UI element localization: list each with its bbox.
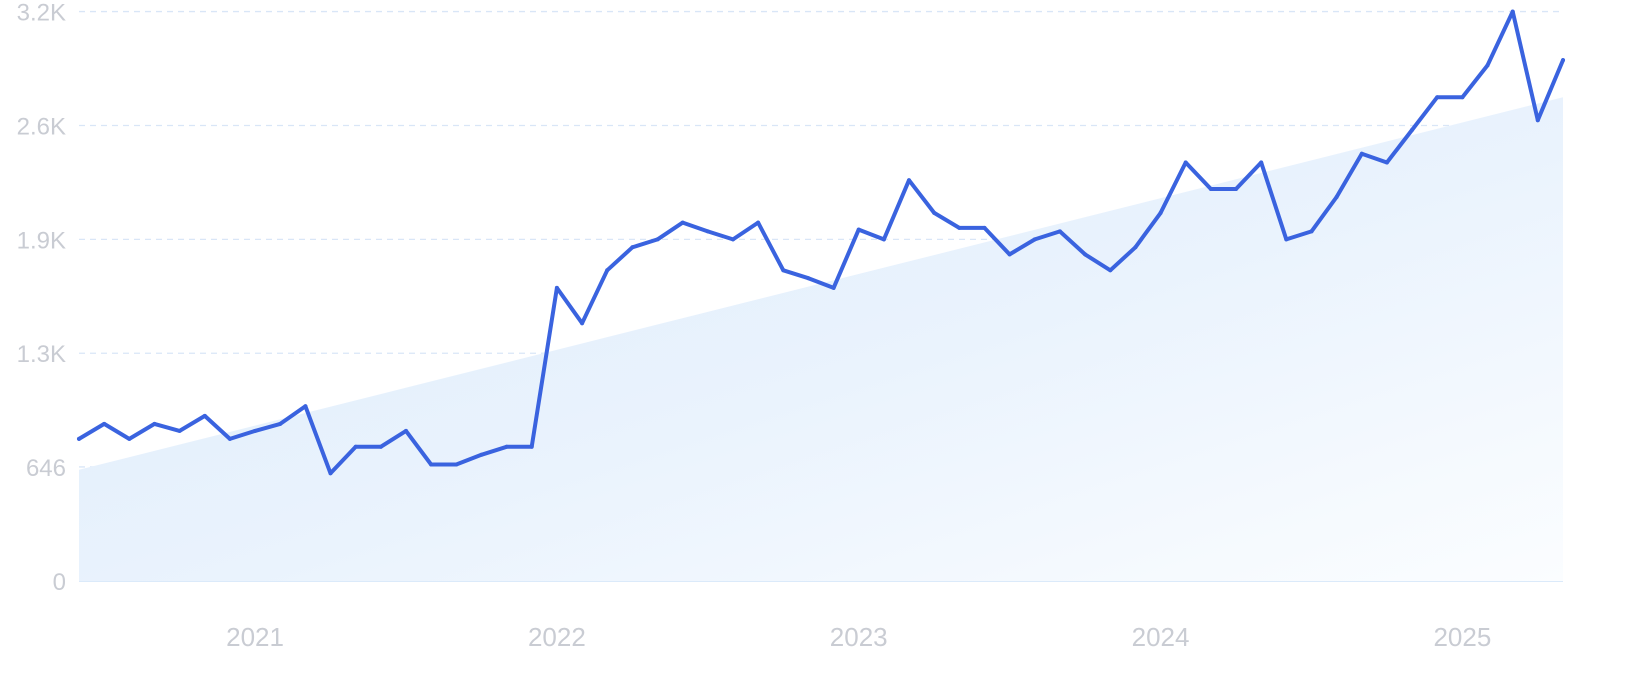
data-point [655,237,660,242]
y-tick-label: 1.3K [17,341,66,368]
data-point [554,285,559,290]
y-tick-label: 646 [26,455,66,482]
data-point [680,220,685,225]
data-point [831,285,836,290]
data-point [529,444,534,449]
data-point [1410,127,1415,132]
x-tick-label: 2022 [528,622,586,652]
data-point [278,421,283,426]
data-point [957,225,962,230]
series-line-layer [77,9,1565,476]
data-point [1133,245,1138,250]
data-point [630,245,635,250]
data-point [1183,160,1188,165]
data-point [1234,187,1238,191]
data-point [227,436,232,441]
x-tick-label: 2023 [830,622,888,652]
data-point [303,404,308,409]
data-point [202,413,207,418]
data-point [856,227,861,232]
data-point [907,178,911,183]
data-point [404,428,408,433]
y-tick-label: 0 [53,569,66,596]
data-point [454,462,459,467]
y-tick-label: 1.9K [17,227,66,254]
data-point [152,421,157,426]
data-point [756,220,761,225]
trend-area-layer [79,97,1563,581]
data-point [1334,195,1339,199]
y-tick-label: 2.6K [17,113,66,140]
data-point [1032,237,1037,242]
data-point [932,210,937,215]
data-point [479,452,484,457]
data-point [1284,237,1289,242]
y-tick-label: 3.2K [17,0,66,27]
data-point [127,436,132,441]
data-point [1460,95,1465,100]
x-axis-ticks: 2021 2022 2023 2024 2025 [226,622,1491,652]
data-point [1384,160,1389,165]
data-point [1485,63,1490,68]
data-point [1108,268,1113,273]
data-point [1435,95,1440,100]
trend-area [79,97,1563,581]
data-point [1208,187,1213,191]
data-point [177,428,182,433]
data-point [1359,151,1364,156]
data-point [982,225,987,230]
y-axis-ticks: 0 646 1.3K 1.9K 2.6K 3.2K [17,0,66,596]
data-point [429,462,434,467]
data-point [328,471,333,476]
x-tick-label: 2021 [226,622,284,652]
data-point [353,444,358,449]
data-point [580,321,585,326]
data-point [781,268,786,273]
series-line [77,9,1565,476]
data-point [1561,58,1565,63]
data-point [1057,229,1062,234]
data-point [1510,9,1515,14]
x-tick-label: 2025 [1433,622,1491,652]
data-point [1309,229,1314,234]
data-point [1535,118,1540,123]
data-point [1083,252,1088,257]
data-point [102,421,107,426]
data-point [881,237,886,242]
data-point [1158,210,1163,215]
data-point [731,237,735,242]
data-point [1007,252,1012,257]
data-point [605,268,610,273]
data-point [253,428,258,433]
data-point [77,436,81,441]
data-point [378,444,383,449]
data-point [705,229,710,234]
x-tick-label: 2024 [1132,622,1190,652]
data-point [806,276,811,281]
data-point [504,444,509,449]
data-point [1259,160,1264,165]
